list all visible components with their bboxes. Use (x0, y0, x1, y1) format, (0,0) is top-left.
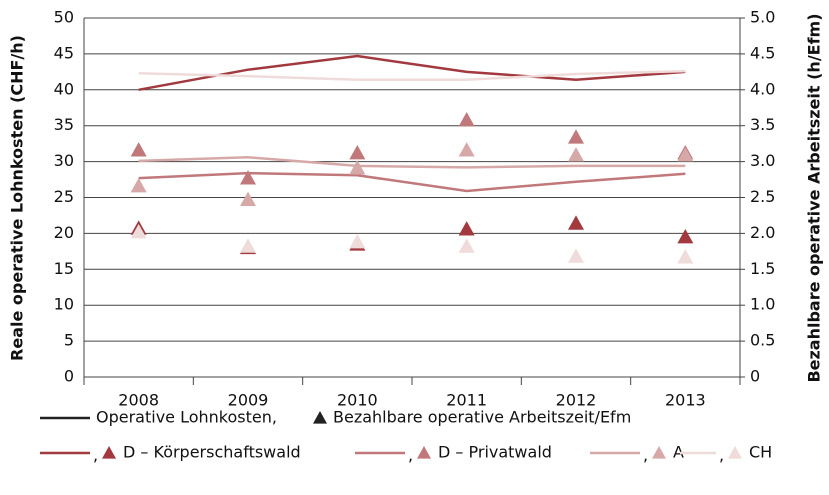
triangle-marker (677, 249, 694, 264)
triangle-marker (568, 215, 584, 230)
y-tick-label: 35 (54, 115, 74, 134)
y2-axis-title: Bezahlbare operative Arbeitszeit (h/Efm) (805, 13, 824, 382)
triangle-marker (458, 221, 475, 236)
triangle-marker (458, 142, 475, 157)
legend-separator: , (408, 446, 413, 465)
x-tick-label: 2011 (446, 391, 487, 410)
triangle-marker (130, 223, 147, 239)
y-tick-label: 5 (64, 331, 74, 350)
y2-tick-label: 2.0 (750, 223, 775, 242)
y2-tick-label: 0 (750, 367, 760, 386)
legend-separator: , (719, 446, 724, 465)
triangle-marker (568, 129, 584, 144)
line-series (138, 156, 686, 169)
y2-tick-label: 3.5 (750, 115, 775, 134)
x-tick-label: 2009 (228, 391, 269, 410)
triangle-marker (130, 178, 147, 193)
triangle-marker (130, 142, 147, 157)
y-tick-label: 25 (54, 187, 74, 206)
y2-tick-label: 2.5 (750, 187, 775, 206)
triangle-marker (677, 228, 694, 244)
y2-tick-label: 1.0 (750, 295, 775, 314)
legend-label: Bezahlbare operative Arbeitszeit/Efm (333, 408, 631, 427)
x-tick-label: 2013 (665, 391, 706, 410)
y2-tick-label: 3.0 (750, 151, 775, 170)
legend-label: CH (749, 443, 772, 462)
y2-tick-label: 0.5 (750, 331, 775, 350)
triangle-marker (349, 234, 366, 249)
y-tick-label: 30 (54, 151, 74, 170)
triangle-marker (349, 144, 366, 160)
y2-tick-label: 4.5 (750, 43, 775, 62)
triangle-marker (568, 147, 584, 162)
legend-separator: , (93, 446, 98, 465)
line-series (138, 171, 686, 193)
triangle-marker (240, 191, 256, 207)
triangle-marker (458, 238, 475, 253)
legend-marker-key (728, 446, 742, 459)
legend-label: D – Privatwald (438, 443, 552, 462)
legend-label: Operative Lohnkosten, (96, 408, 277, 427)
triangle-marker (240, 170, 256, 185)
y-tick-label: 15 (54, 259, 74, 278)
y-tick-label: 50 (54, 8, 74, 27)
legend-marker-key (102, 446, 116, 459)
y-axis-title: Reale operative Lohnkosten (CHF/h) (8, 35, 27, 361)
legend-separator: , (643, 446, 648, 465)
x-tick-label: 2008 (118, 391, 159, 410)
legend-marker-key (313, 411, 327, 424)
x-tick-label: 2012 (556, 391, 597, 410)
y-tick-label: 20 (54, 223, 74, 242)
line-series (138, 69, 686, 81)
legend-label: D – Körperschaftswald (123, 443, 301, 462)
line-series (138, 54, 686, 92)
legend-label: A (673, 443, 684, 462)
y2-tick-label: 4.0 (750, 79, 775, 98)
y2-tick-label: 1.5 (750, 259, 775, 278)
y-tick-label: 40 (54, 79, 74, 98)
x-tick-label: 2010 (337, 391, 378, 410)
triangle-marker (349, 160, 366, 175)
triangle-marker (240, 238, 256, 253)
legend-marker-key (652, 446, 666, 459)
triangle-marker (677, 147, 694, 162)
y-tick-label: 0 (64, 367, 74, 386)
y-tick-label: 45 (54, 43, 74, 62)
triangle-marker (458, 111, 475, 127)
y-tick-label: 10 (54, 295, 74, 314)
legend-marker-key (417, 446, 431, 459)
triangle-marker (568, 248, 584, 263)
y2-tick-label: 5.0 (750, 8, 775, 27)
